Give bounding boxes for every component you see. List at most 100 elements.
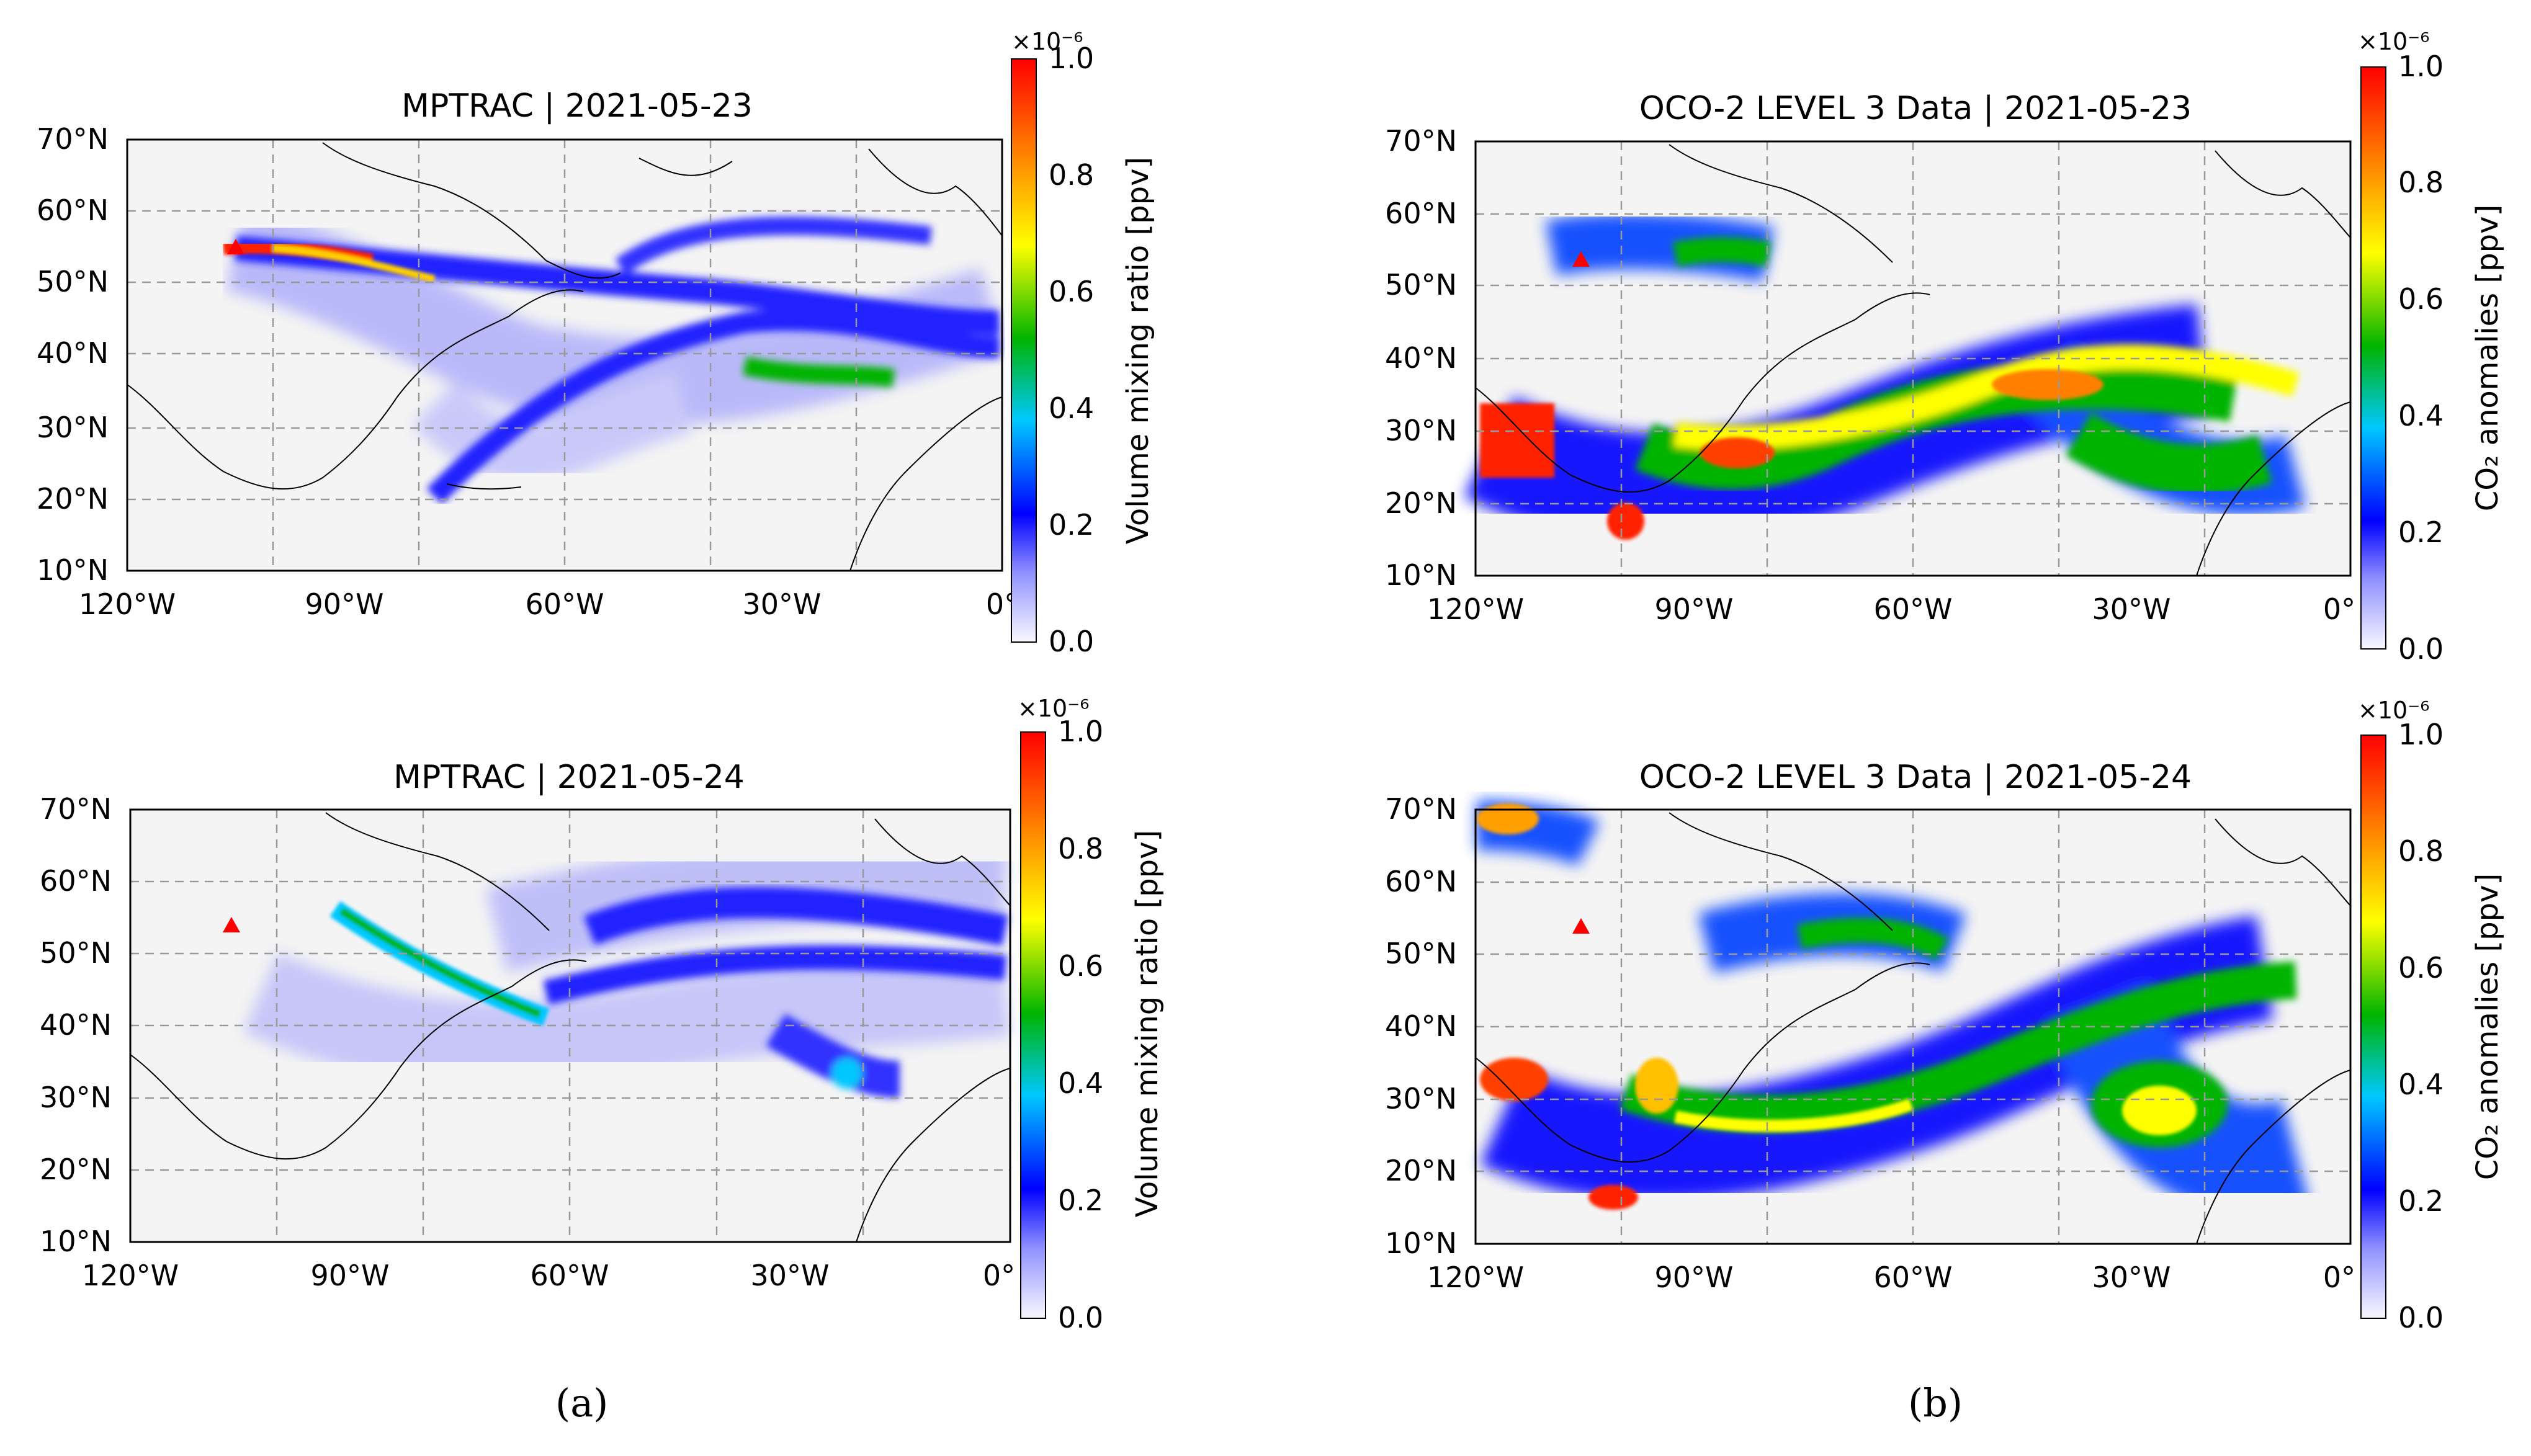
y-tick: 10°N: [40, 1225, 112, 1258]
y-tick: 60°N: [1385, 197, 1457, 230]
colorbar-tick: 0.2: [2398, 516, 2444, 549]
x-tick: 120°W: [1427, 1261, 1524, 1294]
colorbar-tick: 0.4: [1058, 1066, 1103, 1100]
panel-oco2-2021-05-23: OCO-2 LEVEL 3 Data | 2021-05-23: [1385, 28, 2505, 666]
coastlines: [1475, 144, 2351, 576]
colorbar-tick: 0.8: [2398, 834, 2444, 868]
panel-mptrac-2021-05-23: MPTRAC | 2021-05-23: [37, 28, 1155, 658]
colorbar-tick: 1.0: [1058, 715, 1103, 748]
y-tick: 70°N: [37, 122, 109, 156]
x-tick: 60°W: [1873, 592, 1952, 626]
colorbar-tick: 0.8: [2398, 166, 2444, 199]
caption-b: (b): [1908, 1380, 1963, 1426]
graticule: [1476, 141, 2350, 576]
y-tick: 30°N: [1385, 1082, 1457, 1115]
anomaly-field: [1476, 800, 2311, 1215]
source-marker: [1572, 918, 1590, 934]
x-tick-labels: 120°W 90°W 60°W 30°W 0°: [1427, 592, 2355, 626]
x-tick: 60°W: [525, 587, 604, 621]
x-tick: 0°: [2323, 1261, 2355, 1294]
x-tick: 90°W: [310, 1259, 389, 1292]
colorbar-tick: 0.4: [2398, 1068, 2444, 1101]
y-tick: 60°N: [1385, 865, 1457, 898]
colorbar-tick: 1.0: [2398, 718, 2444, 751]
anomaly-field: [1464, 213, 2306, 545]
graticule: [127, 140, 1002, 571]
colorbar-tick: 0.0: [2398, 632, 2444, 666]
x-tick: 120°W: [82, 1259, 179, 1292]
y-tick: 70°N: [1385, 792, 1457, 826]
y-tick: 40°N: [1385, 341, 1457, 375]
panel-title: MPTRAC | 2021-05-24: [393, 759, 745, 796]
x-tick: 30°W: [750, 1259, 829, 1292]
x-tick: 120°W: [79, 587, 176, 621]
panel-oco2-2021-05-24: OCO-2 LEVEL 3 Data | 2021-05-24: [1385, 697, 2505, 1334]
y-tick: 50°N: [37, 265, 109, 298]
x-tick: 30°W: [2092, 1261, 2170, 1294]
source-marker: [223, 917, 240, 932]
colorbar: ×10⁻⁶ 0.0 0.2 0.4 0.6 0.8 1.0 CO₂ anomal…: [2358, 697, 2505, 1334]
y-tick: 70°N: [40, 792, 112, 826]
x-tick: 90°W: [1654, 1261, 1733, 1294]
colorbar-tick: 0.4: [2398, 399, 2444, 432]
y-tick: 70°N: [1385, 124, 1457, 158]
source-marker: [227, 239, 244, 254]
x-tick: 60°W: [1873, 1261, 1952, 1294]
y-tick: 50°N: [40, 936, 112, 970]
colorbar-tick: 0.6: [1049, 275, 1094, 308]
colorbar-tick: 0.6: [2398, 951, 2444, 985]
x-tick: 120°W: [1427, 592, 1524, 626]
colorbar-label: Volume mixing ratio [ppv]: [1121, 157, 1155, 545]
colorbar-tick: 0.8: [1049, 158, 1094, 192]
y-tick: 20°N: [40, 1153, 112, 1186]
colorbar-multiplier: ×10⁻⁶: [2358, 28, 2429, 55]
colorbar-tick: 0.0: [2398, 1301, 2444, 1334]
colorbar-tick: 0.2: [1049, 508, 1094, 542]
y-tick: 10°N: [1385, 558, 1457, 592]
y-tick: 20°N: [1385, 1154, 1457, 1187]
colorbar-label: CO₂ anomalies [ppv]: [2470, 873, 2505, 1180]
colorbar-tick: 0.6: [2398, 282, 2444, 316]
panel-title: MPTRAC | 2021-05-23: [401, 87, 753, 125]
x-tick: 60°W: [530, 1259, 609, 1292]
colorbar-tick: 0.0: [1058, 1301, 1103, 1334]
x-tick-labels: 120°W 90°W 60°W 30°W 0°: [82, 1259, 1015, 1292]
y-tick: 30°N: [1385, 414, 1457, 447]
colorbar-multiplier: ×10⁻⁶: [2358, 697, 2429, 724]
colorbar-tick: 1.0: [1049, 42, 1094, 75]
panel-mptrac-2021-05-24: MPTRAC | 2021-05-24: [40, 695, 1165, 1334]
y-tick: 40°N: [1385, 1009, 1457, 1043]
x-tick: 90°W: [305, 587, 383, 621]
y-tick: 50°N: [1385, 937, 1457, 970]
y-tick: 10°N: [1385, 1226, 1457, 1260]
coastlines: [1475, 812, 2351, 1244]
colorbar-tick: 1.0: [2398, 50, 2444, 83]
x-tick: 0°: [983, 1259, 1015, 1292]
y-tick-labels: 10°N 20°N 30°N 40°N 50°N 60°N 70°N: [40, 792, 112, 1258]
y-tick-labels: 10°N 20°N 30°N 40°N 50°N 60°N 70°N: [37, 122, 109, 587]
colorbar-tick: 0.0: [1049, 625, 1094, 658]
colorbar-tick: 0.6: [1058, 949, 1103, 983]
colorbar-label: CO₂ anomalies [ppv]: [2470, 205, 2505, 511]
y-tick: 10°N: [37, 553, 109, 587]
x-tick: 0°: [2323, 592, 2355, 626]
y-tick-labels: 10°N 20°N 30°N 40°N 50°N 60°N 70°N: [1385, 792, 1457, 1260]
colorbar: ×10⁻⁶ 0.0 0.2 0.4 0.6 0.8 1.0 Volume mix…: [1018, 695, 1165, 1334]
y-tick: 20°N: [37, 482, 109, 516]
colorbar: ×10⁻⁶ 0.0 0.2 0.4 0.6 0.8 1.0 CO₂ anomal…: [2358, 28, 2505, 666]
y-tick: 40°N: [40, 1008, 112, 1042]
y-tick: 30°N: [37, 411, 109, 444]
colorbar-tick: 0.8: [1058, 832, 1103, 865]
plume-field: [223, 226, 999, 496]
colorbar-multiplier: ×10⁻⁶: [1018, 695, 1089, 722]
x-tick: 90°W: [1654, 592, 1733, 626]
colorbar-tick: 0.2: [1058, 1184, 1103, 1217]
y-tick: 60°N: [37, 194, 109, 227]
colorbar-label: Volume mixing ratio [ppv]: [1130, 830, 1165, 1218]
x-tick: 30°W: [2092, 592, 2170, 626]
panel-title: OCO-2 LEVEL 3 Data | 2021-05-23: [1639, 90, 2192, 127]
x-tick: 30°W: [742, 587, 821, 621]
y-tick: 60°N: [40, 864, 112, 898]
colorbar-tick: 0.4: [1049, 391, 1094, 425]
